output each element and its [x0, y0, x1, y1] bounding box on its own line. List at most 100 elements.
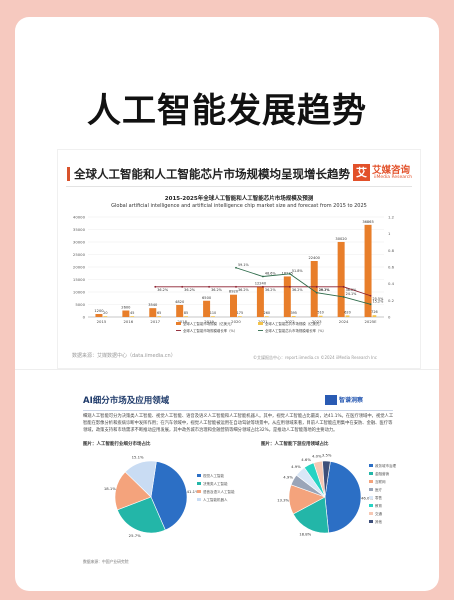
- pie-legend-swatch: [369, 488, 373, 491]
- pie-legend-swatch: [369, 480, 373, 483]
- bar-ai-chip-market: [264, 316, 269, 317]
- x-tick-label: 2023: [312, 319, 322, 324]
- bar-ai-chip-market: [372, 315, 377, 317]
- segment-pies: 41.1% 25.7% 18.1% 15.1% 视觉人工智能决策类人工智能语音及语义人工…: [104, 453, 397, 539]
- ai-segments-panel: AI细分市场及应用领域 智谱洞察 细观人工智能可分为决策类人工智能、视觉人工智能…: [63, 381, 415, 571]
- growth-label: 59.1%: [238, 263, 250, 267]
- growth-point: [315, 291, 318, 294]
- pie-legend-swatch: [369, 472, 373, 475]
- pie-slice: [292, 496, 329, 534]
- pie-legend-label: 医疗: [375, 487, 383, 492]
- growth-label: 36.2%: [319, 288, 331, 292]
- growth-point: [235, 285, 237, 288]
- pie-legend-label: 教育: [375, 503, 383, 508]
- bar-ai-chip-label: 110: [210, 311, 216, 315]
- growth-label: 48.6%: [265, 272, 277, 276]
- left-axis-tick-label: 0: [83, 315, 86, 320]
- right-axis-tick-label: 1.2: [388, 215, 395, 220]
- growth-label: 15.2%: [373, 299, 385, 303]
- x-tick-label: 2015: [97, 319, 107, 324]
- chart-title: 2015-2025年全球人工智能和人工智能芯片市场规模及预测: [164, 196, 314, 202]
- bar-ai-market: [337, 241, 345, 317]
- pie-value-label: 4.6%: [301, 457, 311, 462]
- pie-legend-label: 政务城市治理: [375, 463, 396, 468]
- growth-point: [235, 266, 237, 269]
- bar-ai-market-label: 2600: [121, 306, 131, 310]
- bar-ai-chip-market: [184, 316, 188, 317]
- x-tick-label: 2021: [258, 319, 268, 324]
- pie-legend-swatch: [369, 496, 373, 499]
- pie-value-label: 13.3%: [277, 498, 289, 503]
- right-pie-title: 图片：人工智能下游应用领域占比: [261, 442, 329, 447]
- pie-value-label: 15.1%: [132, 455, 144, 460]
- market-size-panel: 全球人工智能和人工智能芯片市场规模均呈现增长趋势 艾 艾媒咨询 iiMedia …: [57, 149, 421, 369]
- pie-slice: [124, 460, 157, 498]
- growth-point: [181, 285, 184, 288]
- left-pie-title: 图片：人工智能行业细分市场占比: [83, 442, 151, 447]
- left-axis-tick-label: 5000: [75, 302, 85, 307]
- growth-label: 36.2%: [346, 288, 358, 292]
- title-accent-bar: [67, 167, 70, 181]
- bar-ai-chip-market: [291, 316, 296, 317]
- x-tick-label: 2017: [150, 319, 160, 324]
- bar-ai-market: [283, 276, 291, 317]
- bar-ai-chip-label: 175: [237, 311, 243, 315]
- growth-point: [369, 303, 372, 306]
- pie-legend-label: 金融营销: [375, 471, 389, 476]
- pie-value-label: 46.0%: [361, 496, 373, 501]
- right-axis-tick-label: 0: [388, 315, 391, 320]
- bar-ai-market: [203, 300, 211, 317]
- growth-label: 24.1%: [346, 292, 358, 296]
- bar-ai-chip-market: [238, 316, 242, 317]
- right-axis-tick-label: 0.2: [388, 298, 395, 303]
- pie-slice: [322, 460, 331, 498]
- growth-label: 29.1%: [319, 288, 331, 292]
- x-tick-label: 2024: [339, 319, 349, 324]
- growth-line: [235, 267, 371, 305]
- left-axis-tick-label: 35000: [73, 227, 86, 232]
- growth-point: [208, 285, 210, 288]
- pie-legend-swatch: [197, 474, 201, 477]
- bar-ai-chip-market: [157, 316, 162, 317]
- growth-point: [315, 285, 318, 288]
- pie-legend-swatch: [369, 512, 373, 515]
- left-axis-tick-label: 30000: [73, 240, 86, 245]
- bar-ai-market: [256, 286, 264, 317]
- right-axis-tick-label: 0.8: [388, 248, 395, 253]
- growth-point: [154, 285, 157, 288]
- logo-subtitle: iiMedia Research: [374, 175, 413, 180]
- growth-point: [369, 294, 372, 297]
- legend-label: 全球人工智能芯片市场规模（亿美元）: [265, 321, 323, 326]
- pie-legend-label: 其他: [375, 519, 383, 524]
- legend-swatch: [176, 322, 181, 325]
- bar-ai-chip-label: 260: [264, 311, 270, 315]
- growth-label: 36.2%: [157, 288, 169, 292]
- bar-ai-market-label: 30020: [335, 237, 347, 241]
- left-axis-tick-label: 10000: [73, 290, 86, 295]
- left-axis-tick-label: 40000: [73, 215, 86, 220]
- panel-divider: [66, 186, 412, 187]
- pie-legend-swatch: [369, 520, 373, 523]
- bar-ai-market: [364, 224, 372, 317]
- legend-label: 全球人工智能市场规模（亿美元）: [183, 321, 234, 326]
- pie-legend-swatch: [369, 504, 373, 507]
- bar-ai-chip-market: [318, 315, 323, 317]
- x-tick-label: 2019: [204, 319, 214, 324]
- pie-value-label: 18.8%: [299, 532, 311, 537]
- bar-ai-chip-label: 65: [157, 311, 161, 315]
- growth-point: [342, 296, 345, 298]
- pie-legend-swatch: [197, 490, 201, 493]
- bar-ai-market-label: 6500: [202, 296, 212, 300]
- pie-legend-label: 零售: [375, 495, 383, 500]
- left-axis-tick-label: 25000: [73, 252, 86, 257]
- pie-value-label: 3.5%: [322, 453, 332, 458]
- bar-ai-market: [310, 261, 318, 317]
- bar-ai-market-label: 3540: [148, 303, 158, 307]
- page-title: 人工智能发展趋势: [87, 91, 367, 131]
- pie-value-label: 25.7%: [129, 533, 141, 538]
- chart-source: 数据来源：艾媒数据中心（data.iimedia.cn）: [72, 353, 176, 359]
- growth-label: 36.2%: [238, 288, 250, 292]
- pie-value-label: 4.9%: [291, 464, 301, 469]
- pie-legend-label: 互联网: [375, 479, 386, 484]
- pie-slice: [150, 461, 188, 531]
